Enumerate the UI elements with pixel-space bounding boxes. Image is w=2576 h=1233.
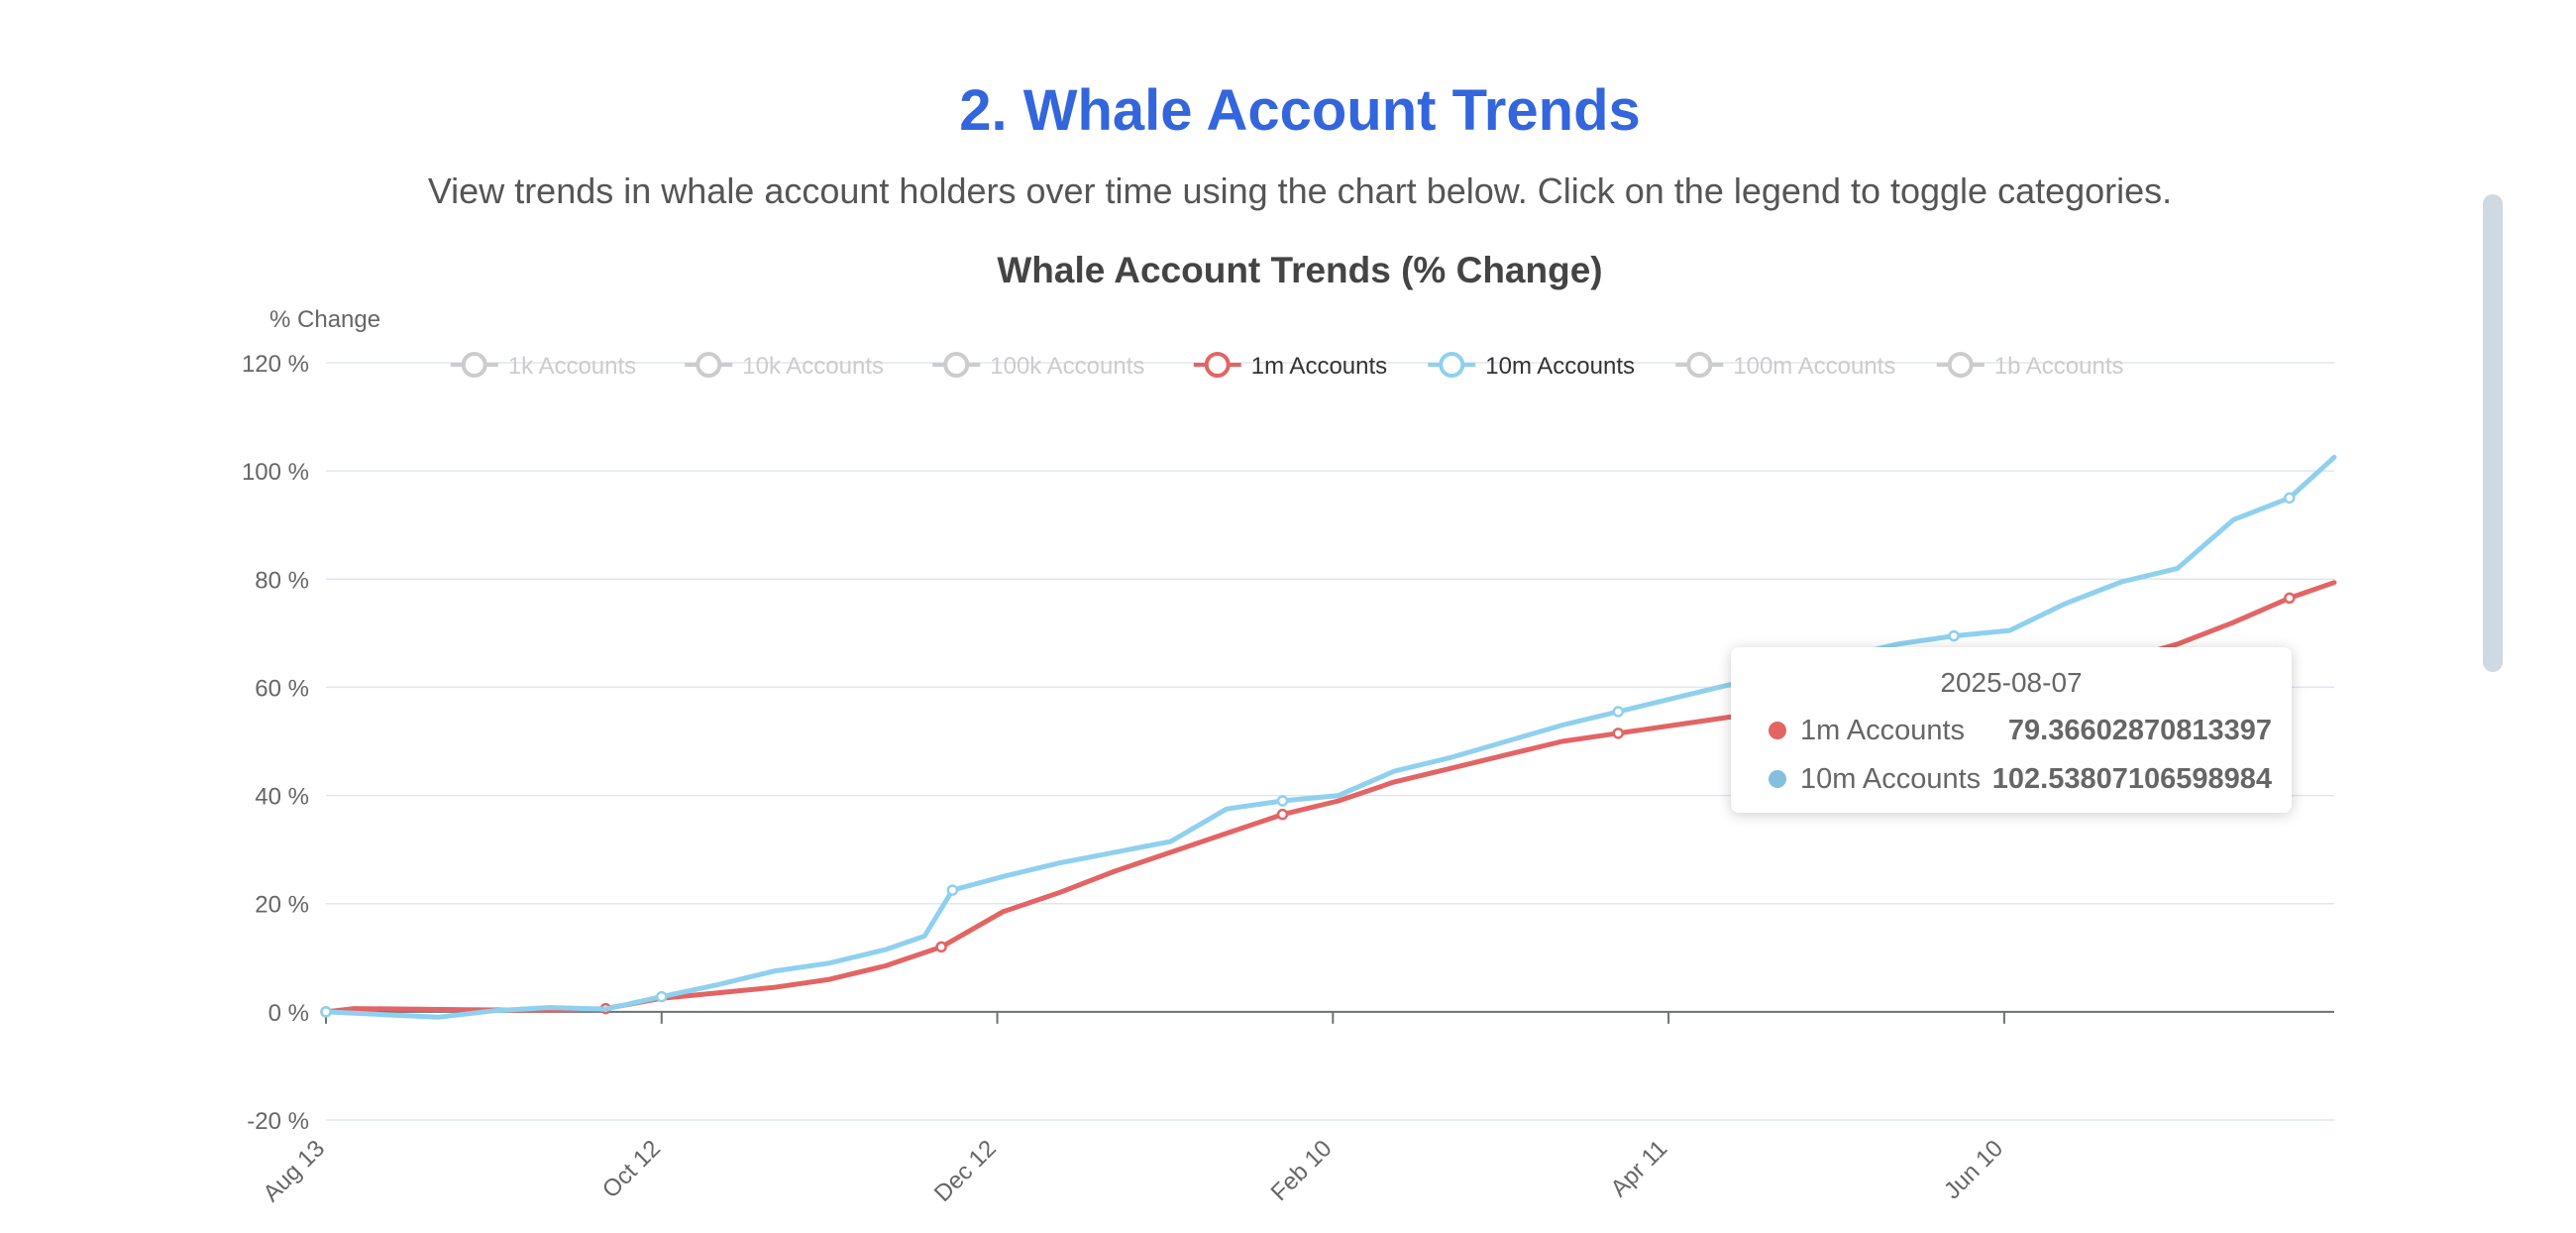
legend-item[interactable]: 1b Accounts <box>1936 352 2124 380</box>
x-tick-label: Apr 11 <box>1606 1135 1673 1202</box>
tooltip-series-name: 10m Accounts <box>1800 763 1982 795</box>
page-title: 2. Whale Account Trends <box>959 78 1641 143</box>
x-tick-label: Aug 13 <box>258 1135 330 1207</box>
x-tick-label: Oct 12 <box>597 1135 666 1203</box>
series-color-dot <box>1769 770 1786 788</box>
y-axis-label: % Change <box>269 306 380 333</box>
legend-item[interactable]: 10k Accounts <box>685 352 884 380</box>
legend-item[interactable]: 10m Accounts <box>1428 352 1635 380</box>
x-tick-label: Feb 10 <box>1266 1135 1338 1206</box>
series-color-dot <box>1769 722 1786 739</box>
tooltip-series-value: 102.53807106598984 <box>1991 763 2272 795</box>
y-tick-label: 40 % <box>255 784 309 811</box>
legend-item[interactable]: 100k Accounts <box>932 352 1144 380</box>
tooltip-row-10m: 10m Accounts 102.53807106598984 <box>1731 759 2292 799</box>
y-tick-label: 120 % <box>242 351 309 378</box>
legend-label: 100k Accounts <box>990 353 1144 380</box>
tooltip-series-name: 1m Accounts <box>1800 715 1966 746</box>
data-point <box>320 1006 332 1018</box>
tooltip-row-1m: 1m Accounts 79.36602870813397 <box>1731 711 2292 750</box>
data-point <box>2284 492 2296 504</box>
y-tick-label: 20 % <box>255 892 309 919</box>
legend-marker <box>1439 352 1465 378</box>
data-point <box>935 941 947 953</box>
tooltip-series-value: 79.36602870813397 <box>2007 715 2272 746</box>
data-point <box>946 884 959 896</box>
chart-title: Whale Account Trends (% Change) <box>997 250 1602 290</box>
legend-label: 1m Accounts <box>1251 353 1387 380</box>
vertical-scrollbar[interactable] <box>2483 194 2503 672</box>
y-tick-label: 60 % <box>255 675 309 702</box>
y-tick-label: -20 % <box>247 1108 309 1135</box>
legend-marker <box>461 352 487 378</box>
x-tick-label: Jun 10 <box>1939 1135 2008 1204</box>
legend-marker <box>696 352 722 378</box>
legend-item[interactable]: 1m Accounts <box>1193 352 1387 380</box>
legend-marker <box>1686 352 1713 378</box>
legend-label: 10k Accounts <box>742 353 884 380</box>
legend-label: 10m Accounts <box>1485 353 1635 380</box>
y-tick-label: 100 % <box>242 459 309 486</box>
data-point <box>1612 706 1625 718</box>
y-tick-label: 80 % <box>255 567 309 594</box>
page-description: View trends in whale account holders ove… <box>427 170 2173 211</box>
legend-label: 1k Accounts <box>508 353 636 380</box>
data-point <box>656 990 668 1003</box>
data-point <box>1276 795 1289 807</box>
legend-marker <box>943 352 970 378</box>
data-point <box>1276 808 1289 821</box>
legend-marker <box>1947 352 1974 378</box>
legend-label: 100m Accounts <box>1733 353 1895 380</box>
data-point <box>1612 728 1625 739</box>
chart-tooltip: 2025-08-07 1m Accounts 79.36602870813397… <box>1731 647 2292 813</box>
y-tick-label: 0 % <box>268 1000 309 1027</box>
data-point <box>1948 629 1960 642</box>
data-point <box>2284 592 2296 605</box>
legend-item[interactable]: 1k Accounts <box>450 352 636 380</box>
legend-label: 1b Accounts <box>1994 353 2124 380</box>
legend-marker <box>1204 352 1231 378</box>
legend-item[interactable]: 100m Accounts <box>1675 352 1895 380</box>
x-tick-label: Dec 12 <box>929 1135 1002 1207</box>
tooltip-date: 2025-08-07 <box>1940 667 2083 698</box>
series-line <box>323 454 2337 1020</box>
